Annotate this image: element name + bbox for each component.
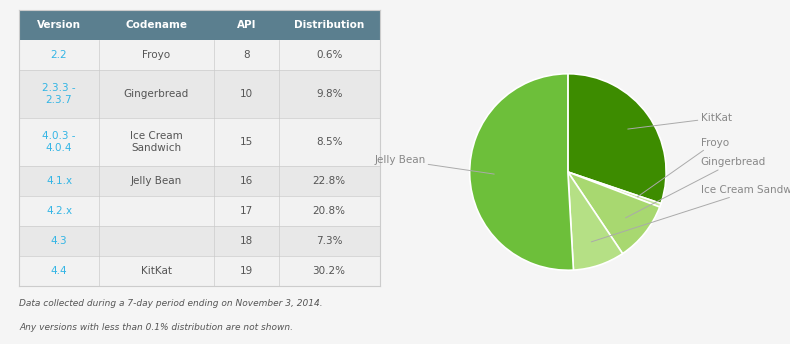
Wedge shape	[568, 74, 666, 204]
Bar	[20, 10, 379, 40]
Wedge shape	[469, 74, 574, 270]
Text: 4.1.x: 4.1.x	[46, 176, 72, 186]
Text: 15: 15	[239, 137, 253, 147]
Text: 4.0.3 -
4.0.4: 4.0.3 - 4.0.4	[42, 131, 76, 153]
Text: 30.2%: 30.2%	[313, 266, 346, 276]
Text: Jelly Bean: Jelly Bean	[130, 176, 182, 186]
Text: 22.8%: 22.8%	[313, 176, 346, 186]
Text: Version: Version	[37, 20, 81, 30]
Text: KitKat: KitKat	[628, 113, 732, 129]
Text: 10: 10	[239, 89, 253, 99]
Wedge shape	[568, 172, 661, 207]
Text: Any versions with less than 0.1% distribution are not shown.: Any versions with less than 0.1% distrib…	[20, 323, 293, 332]
Bar	[20, 196, 379, 226]
Text: 4.4: 4.4	[51, 266, 67, 276]
Text: KitKat: KitKat	[141, 266, 171, 276]
Text: 17: 17	[239, 206, 253, 216]
Text: 18: 18	[239, 236, 253, 246]
Bar	[20, 256, 379, 286]
Text: 4.3: 4.3	[51, 236, 67, 246]
Text: 4.2.x: 4.2.x	[46, 206, 72, 216]
Text: API: API	[236, 20, 256, 30]
Text: 0.6%: 0.6%	[316, 50, 342, 60]
Text: 16: 16	[239, 176, 253, 186]
Text: 7.3%: 7.3%	[316, 236, 342, 246]
Text: 2.2: 2.2	[51, 50, 67, 60]
Text: Jelly Bean: Jelly Bean	[374, 155, 495, 174]
Text: Codename: Codename	[126, 20, 187, 30]
Wedge shape	[568, 172, 660, 254]
Text: Ice Cream Sandwich: Ice Cream Sandwich	[592, 185, 790, 242]
Text: Gingerbread: Gingerbread	[626, 157, 766, 218]
Wedge shape	[568, 172, 623, 270]
Bar	[20, 40, 379, 70]
Text: 19: 19	[239, 266, 253, 276]
Bar	[20, 118, 379, 166]
Text: 9.8%: 9.8%	[316, 89, 342, 99]
Text: Data collected during a 7-day period ending on November 3, 2014.: Data collected during a 7-day period end…	[20, 299, 323, 308]
Text: Distribution: Distribution	[294, 20, 364, 30]
Text: Froyo: Froyo	[142, 50, 171, 60]
Text: Froyo: Froyo	[638, 138, 728, 197]
Text: 20.8%: 20.8%	[313, 206, 346, 216]
Text: Gingerbread: Gingerbread	[123, 89, 189, 99]
Bar	[20, 226, 379, 256]
Text: 2.3.3 -
2.3.7: 2.3.3 - 2.3.7	[42, 83, 76, 105]
Bar	[20, 166, 379, 196]
Bar	[20, 70, 379, 118]
Text: 8: 8	[243, 50, 250, 60]
Text: Ice Cream
Sandwich: Ice Cream Sandwich	[130, 131, 182, 153]
Text: 8.5%: 8.5%	[316, 137, 342, 147]
